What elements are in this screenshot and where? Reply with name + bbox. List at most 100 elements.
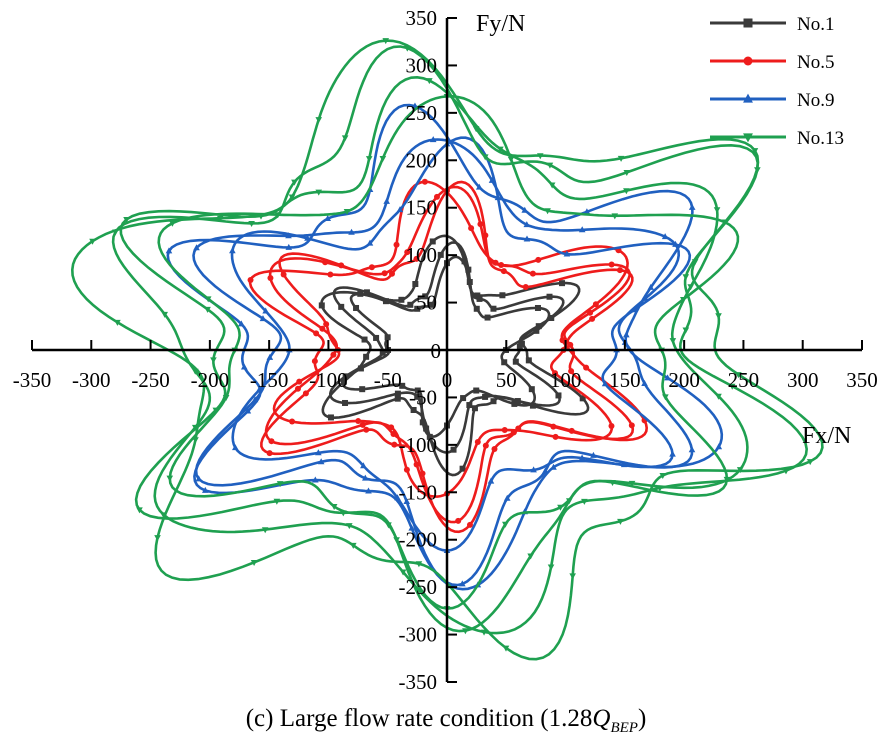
- data-point: [501, 359, 508, 366]
- x-tick-label: 350: [846, 368, 878, 392]
- data-point: [507, 156, 515, 163]
- data-point: [450, 446, 457, 453]
- data-point: [422, 293, 429, 300]
- data-point: [544, 208, 551, 215]
- y-tick-label: -50: [409, 385, 437, 409]
- data-point: [589, 315, 596, 322]
- y-tick-label: 250: [406, 101, 438, 125]
- data-point: [165, 247, 173, 254]
- data-point: [546, 293, 553, 300]
- data-point: [238, 320, 245, 327]
- y-axis-title: Fy/N: [476, 11, 525, 37]
- data-point: [608, 422, 615, 429]
- data-point: [166, 475, 174, 482]
- data-point: [608, 261, 615, 268]
- x-tick-label: -100: [309, 368, 348, 392]
- data-point: [315, 189, 323, 196]
- data-point: [743, 18, 753, 28]
- data-point: [217, 215, 224, 222]
- data-point: [289, 418, 296, 425]
- data-point: [394, 395, 401, 402]
- data-point: [408, 524, 416, 531]
- data-point: [511, 400, 518, 407]
- data-point: [535, 256, 542, 263]
- data-point: [728, 383, 736, 390]
- data-point: [426, 433, 433, 440]
- data-point: [259, 315, 267, 322]
- ticks-layer: -350 -300 -250 -200 -150 -100 -50 0 50 100 150 200 2…: [13, 6, 878, 694]
- data-point: [487, 477, 495, 484]
- data-point: [468, 225, 475, 232]
- data-point: [568, 427, 575, 434]
- data-point: [488, 176, 496, 183]
- legend-label: No.9: [797, 90, 834, 111]
- data-point: [426, 78, 433, 85]
- data-point: [396, 206, 404, 213]
- x-tick-label: -150: [250, 368, 289, 392]
- data-point: [529, 402, 536, 409]
- data-point: [616, 267, 623, 274]
- data-point: [628, 422, 635, 429]
- data-point: [617, 155, 625, 162]
- data-point: [323, 321, 330, 328]
- data-point: [499, 292, 506, 299]
- data-point: [398, 296, 405, 303]
- data-point: [399, 569, 407, 576]
- data-point: [248, 221, 255, 228]
- data-point: [404, 249, 411, 256]
- data-point: [266, 353, 274, 360]
- data-point: [312, 476, 319, 483]
- data-point: [201, 486, 209, 493]
- data-point: [353, 304, 360, 311]
- data-point: [518, 340, 525, 347]
- data-point: [343, 209, 351, 216]
- data-point: [533, 327, 540, 334]
- data-point: [261, 527, 269, 534]
- data-point: [579, 395, 586, 402]
- x-tick-label: 0: [442, 368, 453, 392]
- x-tick-label: 100: [550, 368, 582, 392]
- data-point: [322, 259, 329, 266]
- data-point: [319, 325, 326, 332]
- data-point: [512, 358, 519, 365]
- data-point: [268, 438, 275, 445]
- data-point: [363, 426, 370, 433]
- data-point: [199, 378, 207, 385]
- data-point: [359, 421, 366, 428]
- data-point: [465, 266, 472, 273]
- data-point: [210, 357, 217, 364]
- y-tick-label: 150: [406, 196, 438, 220]
- x-tick-label: -50: [374, 368, 402, 392]
- data-point: [192, 437, 199, 444]
- data-point: [611, 213, 619, 220]
- data-point: [330, 503, 338, 510]
- legend-label: No.13: [797, 128, 844, 149]
- data-point: [429, 136, 437, 143]
- data-point: [474, 292, 481, 299]
- data-point: [373, 334, 380, 341]
- data-point: [601, 380, 609, 387]
- legend-item: No.9: [710, 90, 834, 111]
- data-point: [534, 304, 541, 311]
- data-point: [471, 405, 478, 412]
- data-point: [521, 206, 529, 213]
- data-point: [459, 580, 466, 587]
- data-point: [232, 444, 239, 451]
- data-point: [477, 221, 484, 228]
- y-tick-label: 300: [406, 53, 438, 77]
- data-point: [502, 645, 510, 652]
- x-tick-label: -300: [72, 368, 111, 392]
- data-point: [288, 194, 296, 201]
- data-point: [394, 390, 401, 397]
- data-point: [340, 378, 347, 385]
- data-point: [414, 387, 421, 394]
- data-point: [391, 441, 398, 448]
- data-point: [552, 370, 559, 377]
- data-point: [687, 284, 695, 291]
- data-point: [244, 407, 252, 414]
- data-point: [583, 208, 591, 215]
- y-tick-label: -350: [399, 670, 438, 694]
- legend-item: No.1: [710, 14, 834, 35]
- y-tick-label: -100: [399, 433, 438, 457]
- data-point: [382, 38, 390, 45]
